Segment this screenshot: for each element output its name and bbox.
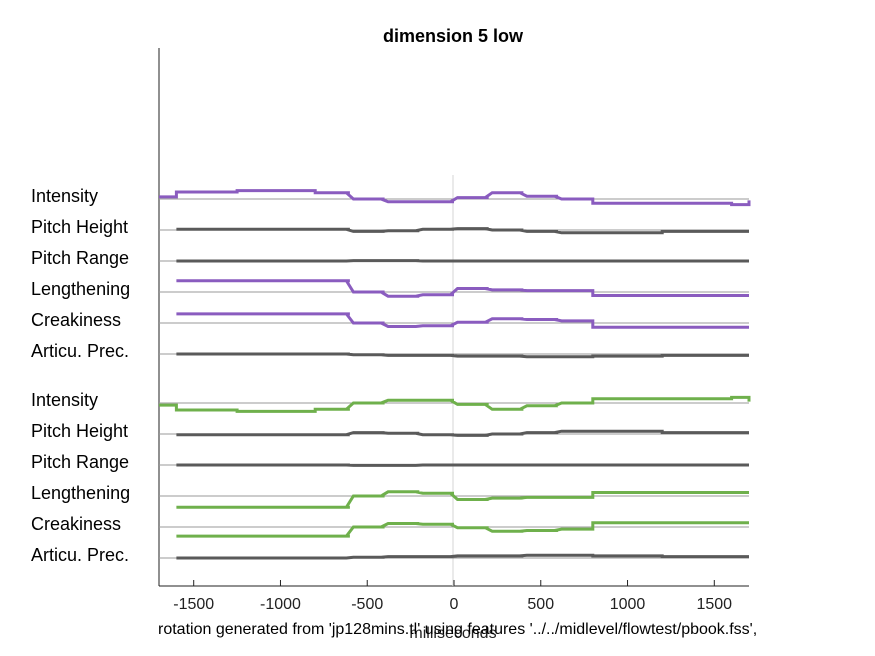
series-creakiness-1 bbox=[176, 312, 749, 329]
series-intensity-2 bbox=[159, 395, 751, 413]
series-lengthening-1 bbox=[176, 279, 749, 298]
row-label-articu-prec-2: Articu. Prec. bbox=[31, 545, 129, 565]
series-creakiness-2 bbox=[176, 521, 749, 538]
row-label-articu-prec-1: Articu. Prec. bbox=[31, 341, 129, 361]
row-label-pitch-height-2: Pitch Height bbox=[31, 421, 128, 441]
series-pitch-height-1 bbox=[176, 227, 749, 235]
x-tick-label: -1500 bbox=[173, 596, 214, 613]
row-label-intensity-1: Intensity bbox=[31, 186, 98, 206]
row-label-pitch-range-2: Pitch Range bbox=[31, 452, 129, 472]
series-lengthening-2 bbox=[176, 490, 749, 509]
row-label-intensity-2: Intensity bbox=[31, 390, 98, 410]
chart-caption: rotation generated from 'jp128mins.tl' u… bbox=[158, 621, 757, 638]
row-label-lengthening-2: Lengthening bbox=[31, 483, 130, 503]
x-tick-label: 1000 bbox=[610, 596, 646, 613]
row-label-pitch-range-1: Pitch Range bbox=[31, 248, 129, 268]
series-intensity-1 bbox=[159, 189, 751, 207]
row-label-pitch-height-1: Pitch Height bbox=[31, 217, 128, 237]
x-tick-layer: -1500 -1000 -500 0 500 1000 1500 bbox=[173, 580, 732, 613]
row-label-creakiness-2: Creakiness bbox=[31, 514, 121, 534]
series-layer: Intensity Pitch Height Pitch Range Lengthen… bbox=[31, 186, 751, 565]
x-axis-label: milliseconds bbox=[409, 625, 496, 642]
series-pitch-height-2 bbox=[176, 429, 749, 437]
x-tick-label: -1000 bbox=[260, 596, 301, 613]
row-label-lengthening-1: Lengthening bbox=[31, 279, 130, 299]
x-tick-label: 1500 bbox=[696, 596, 732, 613]
x-tick-label: 0 bbox=[450, 596, 459, 613]
series-articu-prec-1 bbox=[176, 352, 749, 359]
x-tick-label: 500 bbox=[527, 596, 554, 613]
x-tick-label: -500 bbox=[351, 596, 383, 613]
chart-title: dimension 5 low bbox=[383, 26, 524, 46]
series-articu-prec-2 bbox=[176, 553, 749, 560]
row-label-creakiness-1: Creakiness bbox=[31, 310, 121, 330]
